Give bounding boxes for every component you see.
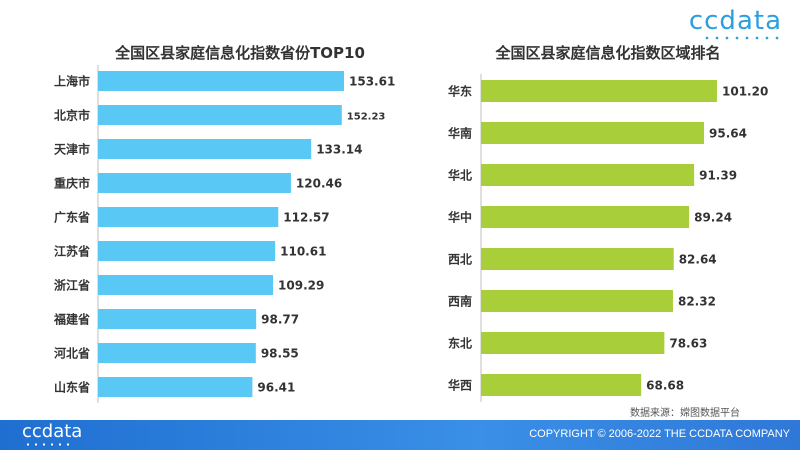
right-bar xyxy=(481,80,717,102)
left-value-label: 133.14 xyxy=(316,143,362,157)
right-bar xyxy=(481,290,673,312)
right-bar xyxy=(481,164,695,186)
right-value-label: 89.24 xyxy=(694,211,732,225)
right-bar xyxy=(481,332,665,354)
right-category-label: 西南 xyxy=(448,294,472,309)
right-category-label: 华南 xyxy=(448,126,472,141)
right-category-label: 华西 xyxy=(448,378,472,393)
source-note: 数据来源：嫦图数据平台 xyxy=(630,408,740,419)
left-bar xyxy=(98,71,344,91)
right-bar xyxy=(481,122,705,144)
left-value-label: 110.61 xyxy=(280,245,326,259)
left-bar xyxy=(98,275,274,295)
footer-logo: ccdata xyxy=(22,421,83,442)
right-value-label: 82.32 xyxy=(678,295,716,309)
right-bar xyxy=(481,374,642,396)
left-value-label: 153.61 xyxy=(349,75,395,89)
right-value-label: 82.64 xyxy=(679,253,717,267)
copyright-text: COPYRIGHT © 2006-2022 THE CCDATA COMPANY xyxy=(529,428,790,440)
brand-logo: ccdata xyxy=(688,6,782,36)
left-bar xyxy=(98,377,253,397)
right-category-label: 华北 xyxy=(448,168,472,183)
left-value-label: 98.77 xyxy=(261,313,299,327)
left-category-label: 山东省 xyxy=(54,380,90,395)
right-value-label: 91.39 xyxy=(699,169,737,183)
left-bar xyxy=(98,207,279,227)
left-category-label: 重庆市 xyxy=(54,176,90,191)
footer-bar: ccdata COPYRIGHT © 2006-2022 THE CCDATA … xyxy=(0,420,800,450)
left-category-label: 天津市 xyxy=(54,142,90,157)
left-category-label: 江苏省 xyxy=(54,244,90,259)
right-category-label: 西北 xyxy=(448,252,472,267)
left-bar xyxy=(98,343,256,363)
left-value-label: 109.29 xyxy=(278,279,324,293)
right-category-label: 华中 xyxy=(448,210,472,225)
right-value-label: 101.20 xyxy=(722,85,768,99)
left-bar xyxy=(98,139,312,159)
left-chart-title: 全国区县家庭信息化指数省份TOP10 xyxy=(115,44,365,62)
right-value-label: 78.63 xyxy=(669,337,707,351)
left-value-label: 152.23 xyxy=(347,112,386,123)
left-category-label: 上海市 xyxy=(54,74,90,89)
footer-logo-dots xyxy=(24,443,72,446)
left-bar xyxy=(98,173,291,193)
left-category-label: 河北省 xyxy=(53,346,90,361)
right-value-label: 68.68 xyxy=(646,379,684,393)
right-chart-title: 全国区县家庭信息化指数区域排名 xyxy=(495,44,721,62)
left-bar xyxy=(98,309,257,329)
left-category-label: 福建省 xyxy=(53,312,90,327)
left-bar xyxy=(98,241,276,261)
right-category-label: 华东 xyxy=(448,84,472,99)
right-category-label: 东北 xyxy=(448,336,472,351)
left-category-label: 广东省 xyxy=(54,210,90,225)
right-bar xyxy=(481,206,690,228)
left-bar xyxy=(98,105,342,125)
brand-logo-dots xyxy=(702,36,780,40)
left-value-label: 96.41 xyxy=(257,381,295,395)
right-value-label: 95.64 xyxy=(709,127,747,141)
left-value-label: 120.46 xyxy=(296,177,342,191)
right-bar xyxy=(481,248,674,270)
left-category-label: 浙江省 xyxy=(54,278,90,293)
left-value-label: 112.57 xyxy=(283,211,329,225)
left-category-label: 北京市 xyxy=(54,108,90,123)
left-value-label: 98.55 xyxy=(261,347,299,361)
